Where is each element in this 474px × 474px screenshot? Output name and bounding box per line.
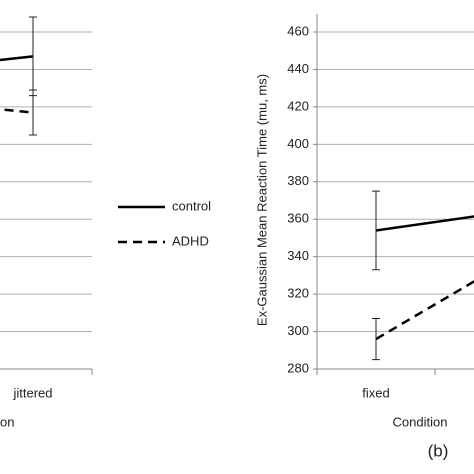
data-line	[375, 215, 474, 232]
x-axis-title: Condition	[393, 414, 448, 429]
panel-label: (b)	[428, 441, 449, 460]
y-axis-title: Ex-Gaussian Mean Reaction Time (mu, ms)	[254, 74, 269, 326]
x-tick-label: fixed	[362, 385, 389, 400]
data-line	[0, 108, 34, 114]
data-line	[0, 55, 34, 62]
y-tick-label: 380	[287, 173, 309, 188]
y-tick-label: 400	[287, 136, 309, 151]
x-tick-label: jittered	[12, 385, 52, 400]
legend-label: control	[172, 198, 211, 213]
data-line	[375, 280, 474, 341]
legend-label: ADHD	[172, 233, 209, 248]
error-bar	[372, 317, 380, 361]
x-axis-title: on	[0, 414, 14, 429]
y-tick-label: 440	[287, 61, 309, 76]
y-tick-label: 460	[287, 23, 309, 38]
error-bar	[29, 89, 37, 136]
y-tick-label: 340	[287, 248, 309, 263]
y-tick-label: 300	[287, 323, 309, 338]
error-bar	[372, 190, 380, 271]
y-tick-label: 280	[287, 360, 309, 375]
y-tick-label: 360	[287, 211, 309, 226]
y-tick-label: 320	[287, 286, 309, 301]
y-tick-label: 420	[287, 98, 309, 113]
